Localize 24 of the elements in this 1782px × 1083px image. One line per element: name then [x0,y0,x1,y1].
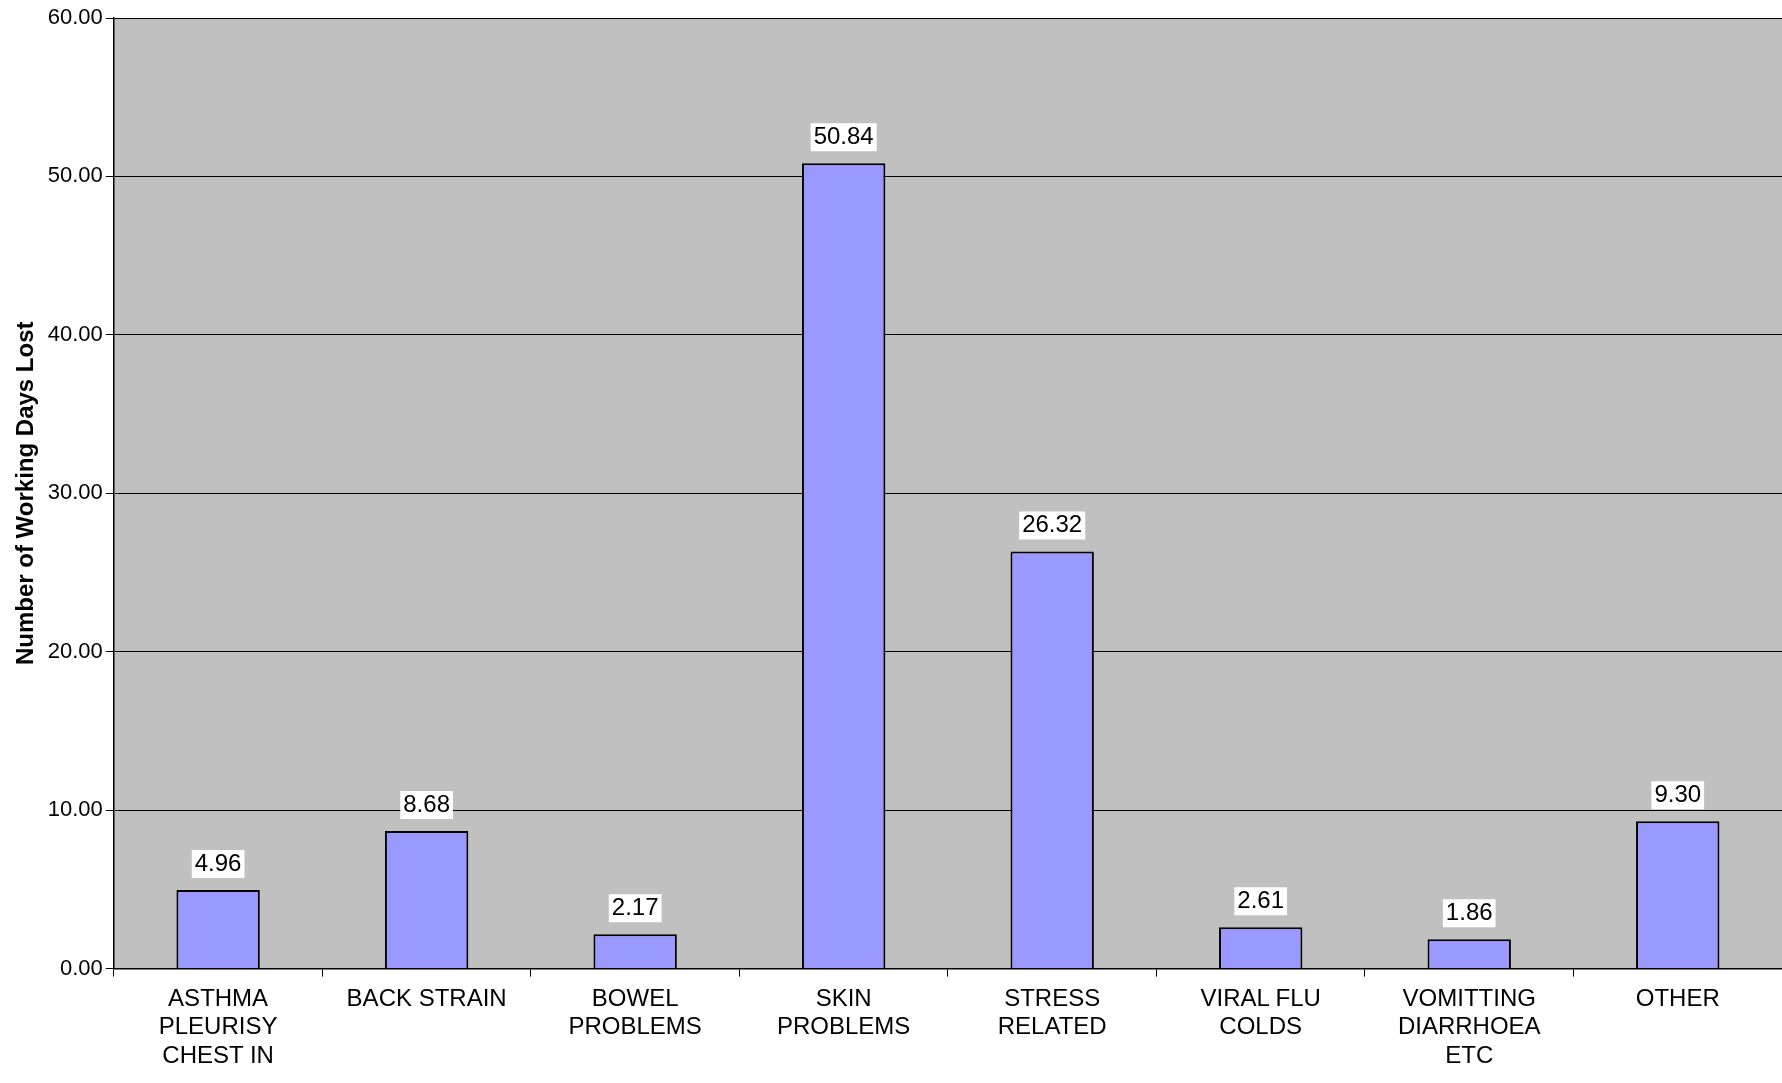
x-tick-label: VIRAL FLU COLDS [1200,983,1321,1040]
x-tick-label: BACK STRAIN [346,983,507,1011]
y-axis-title: Number of Working Days Lost [11,321,39,666]
x-tick-label: OTHER [1635,983,1720,1011]
y-tick-label: 0.00 [60,954,103,980]
data-label: 2.61 [1237,885,1285,913]
x-tick-label: ASTHMA PLEURISY CHEST IN [158,983,278,1069]
data-label: 9.30 [1654,779,1702,807]
data-label: 50.84 [813,121,874,149]
data-label: 1.86 [1445,897,1493,925]
x-tick-label: SKIN PROBLEMS [776,983,911,1040]
y-tick-label: 20.00 [47,637,103,663]
x-tick-label: STRESS RELATED [997,983,1107,1040]
data-label: 4.96 [194,848,242,876]
y-tick-label: 60.00 [47,4,103,30]
y-tick-label: 10.00 [47,796,103,822]
data-label: 26.32 [1022,510,1083,538]
x-tick-label: VOMITTING DIARRHOEA ETC [1397,983,1541,1069]
x-tick-label: BOWEL PROBLEMS [568,983,702,1040]
y-tick-label: 50.00 [47,162,103,188]
y-tick-label: 40.00 [47,320,103,346]
data-label: 2.17 [611,892,659,920]
y-tick-label: 30.00 [47,479,103,505]
data-label: 8.68 [403,789,450,817]
